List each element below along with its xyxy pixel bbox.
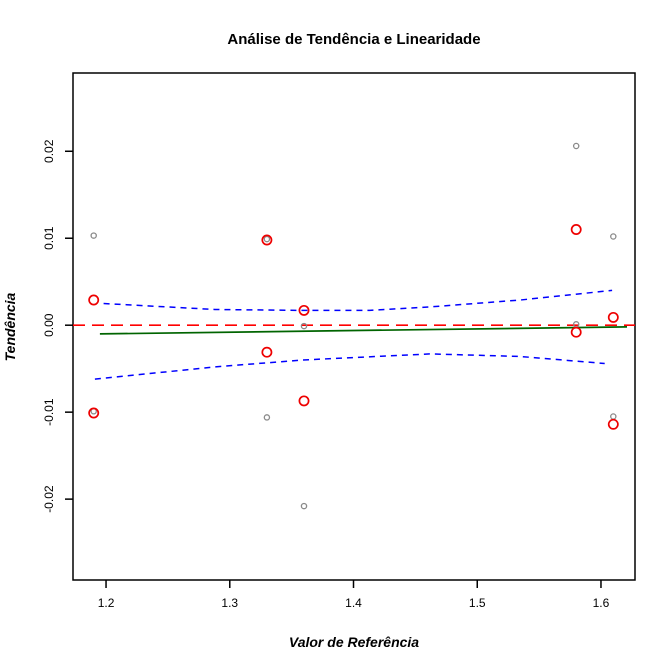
data-point-means [88, 407, 100, 419]
data-point-means [88, 294, 100, 306]
x-tick-label: 1.5 [469, 596, 486, 610]
x-tick-label: 1.2 [98, 596, 115, 610]
data-point-individual-measurements [90, 232, 97, 239]
y-tick-label: 0.00 [42, 313, 56, 337]
data-point-individual-measurements [300, 502, 308, 510]
y-tick-label: -0.01 [42, 398, 56, 426]
x-axis-label: Valor de Referência [288, 634, 420, 650]
x-tick-label: 1.4 [345, 596, 362, 610]
data-point-means [570, 326, 582, 338]
x-tick-label: 1.6 [593, 596, 610, 610]
data-point-means [607, 311, 619, 323]
data-point-means [570, 224, 582, 235]
regression-line [99, 326, 628, 335]
data-point-individual-measurements [263, 414, 271, 421]
data-point-means [261, 346, 273, 358]
y-axis-label: Tendência [2, 292, 18, 362]
x-tick-label: 1.3 [221, 596, 238, 610]
upper-confidence-band [103, 289, 613, 312]
data-point-individual-measurements [572, 142, 580, 150]
data-point-individual-measurements [572, 321, 580, 328]
y-tick-label: 0.01 [42, 226, 56, 250]
y-tick-label: 0.02 [42, 139, 56, 163]
y-tick-label: -0.02 [42, 485, 56, 513]
data-point-means [607, 418, 619, 430]
data-point-individual-measurements [610, 233, 617, 240]
chart-title: Análise de Tendência e Linearidade [227, 31, 481, 48]
data-point-individual-measurements [300, 322, 308, 330]
data-point-individual-measurements [263, 235, 271, 243]
data-point-individual-measurements [610, 413, 617, 420]
plot-box [72, 72, 636, 581]
data-point-means [298, 304, 310, 316]
data-point-means [261, 234, 273, 246]
data-point-means [298, 395, 310, 407]
lower-confidence-band [94, 353, 605, 380]
